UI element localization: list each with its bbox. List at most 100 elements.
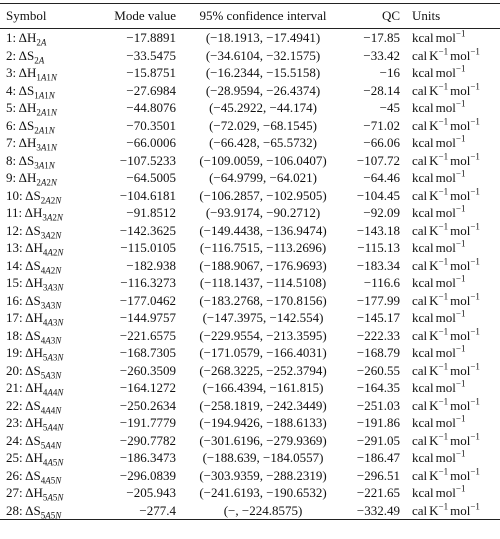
symbol: 3: ΔH bbox=[6, 65, 37, 81]
unit: mol−1 bbox=[436, 344, 466, 360]
table-row: 28: ΔS5A5N −277.4 (−, −224.8575) −332.49 cal… bbox=[0, 501, 500, 520]
unit-exponent: −1 bbox=[455, 203, 466, 214]
mode-value: −66.0006 bbox=[126, 135, 176, 151]
mode-value: −64.5005 bbox=[126, 170, 176, 186]
unit-base: K bbox=[429, 47, 439, 63]
units-cell: cal K−1 mol−1 bbox=[406, 152, 500, 170]
mode-value: −205.943 bbox=[126, 485, 176, 501]
symbol-cell: 15: ΔH3A3N bbox=[0, 274, 100, 292]
mode-value: −115.0105 bbox=[120, 240, 176, 256]
unit-base: kcal bbox=[412, 310, 434, 326]
unit-base: mol bbox=[435, 100, 456, 116]
table-row: 19: ΔH5A3N −168.7305 (−171.0579, −166.4031… bbox=[0, 344, 500, 362]
unit-base: mol bbox=[435, 240, 456, 256]
units-cell: cal K−1 mol−1 bbox=[406, 501, 500, 520]
symbol-cell: 1: ΔH2A bbox=[0, 29, 100, 47]
qc-value: −33.42 bbox=[363, 47, 400, 63]
unit-base: mol bbox=[450, 397, 471, 413]
table-row: 24: ΔS5A4N −290.7782 (−301.6196, −279.9369… bbox=[0, 432, 500, 450]
mode-value: −296.0839 bbox=[119, 467, 176, 483]
unit-exponent: −1 bbox=[438, 186, 449, 197]
unit-base: cal bbox=[412, 327, 428, 343]
unit: mol−1 bbox=[436, 274, 466, 290]
unit-exponent: −1 bbox=[438, 46, 449, 57]
unit: cal bbox=[412, 468, 427, 483]
units-cell: cal K−1 mol−1 bbox=[406, 47, 500, 65]
unit: cal bbox=[412, 503, 427, 518]
unit-base: K bbox=[429, 502, 439, 518]
table-row: 27: ΔH5A5N −205.943 (−241.6193, −190.6532)… bbox=[0, 484, 500, 502]
unit-base: mol bbox=[450, 467, 471, 483]
symbol-cell: 3: ΔH1A1N bbox=[0, 64, 100, 82]
confidence-interval: (−183.2768, −170.8156) bbox=[199, 292, 327, 308]
header-cell: Symbol bbox=[0, 3, 100, 29]
unit-base: K bbox=[429, 257, 439, 273]
qc-value: −191.86 bbox=[356, 415, 400, 431]
symbol-subscript: 3A1N bbox=[34, 160, 55, 171]
unit-exponent: −1 bbox=[470, 361, 480, 372]
unit: cal bbox=[412, 153, 427, 168]
unit-base: mol bbox=[435, 205, 456, 221]
symbol-subscript: 4A3N bbox=[42, 317, 64, 328]
unit-exponent: −1 bbox=[438, 256, 449, 267]
unit: K−1 bbox=[429, 117, 448, 133]
table-row: 21: ΔH4A4N −164.1272 (−166.4394, −161.815)… bbox=[0, 379, 500, 397]
unit-base: K bbox=[429, 467, 439, 483]
symbol: 23: ΔH bbox=[6, 415, 43, 431]
unit-base: kcal bbox=[412, 135, 434, 151]
unit-exponent: −1 bbox=[455, 448, 466, 459]
qc-value: −291.05 bbox=[356, 432, 400, 448]
unit: kcal bbox=[412, 450, 434, 465]
unit-base: cal bbox=[412, 397, 428, 413]
confidence-interval: (−303.9359, −288.2319) bbox=[199, 467, 327, 483]
qc-value: −71.02 bbox=[363, 117, 400, 133]
unit: cal bbox=[412, 328, 427, 343]
table-row: 13: ΔH4A2N −115.0105 (−116.7515, −113.2696… bbox=[0, 239, 500, 257]
qc-value: −107.72 bbox=[356, 152, 400, 168]
unit: cal bbox=[412, 293, 427, 308]
unit-base: cal bbox=[412, 362, 428, 378]
qc-value: −260.55 bbox=[356, 362, 400, 378]
unit: mol−1 bbox=[450, 187, 480, 203]
unit-base: kcal bbox=[412, 170, 434, 186]
unit-base: mol bbox=[435, 170, 456, 186]
units-cell: kcal mol−1 bbox=[406, 134, 500, 152]
qc-value: −222.33 bbox=[356, 327, 400, 343]
unit-base: kcal bbox=[412, 380, 434, 396]
mode-value: −107.5233 bbox=[119, 152, 176, 168]
units-cell: cal K−1 mol−1 bbox=[406, 82, 500, 100]
table-row: 7: ΔH3A1N −66.0006 (−66.428, −65.5732) −66.… bbox=[0, 134, 500, 152]
unit: mol−1 bbox=[436, 379, 466, 395]
qc-value: −164.35 bbox=[356, 380, 400, 396]
unit: mol−1 bbox=[450, 292, 480, 308]
mode-value: −168.7305 bbox=[119, 345, 176, 361]
symbol-cell: 9: ΔH2A2N bbox=[0, 169, 100, 187]
confidence-interval: (−194.9426, −188.6133) bbox=[199, 415, 327, 431]
symbol: 12: ΔS bbox=[6, 222, 41, 238]
symbol-cell: 5: ΔH2A1N bbox=[0, 99, 100, 117]
mode-value: −33.5475 bbox=[126, 47, 176, 63]
unit-base: kcal bbox=[412, 100, 434, 116]
qc-value: −92.09 bbox=[363, 205, 400, 221]
unit: kcal bbox=[412, 485, 434, 500]
unit-exponent: −1 bbox=[455, 238, 466, 249]
unit: kcal bbox=[412, 275, 434, 290]
symbol-cell: 17: ΔH4A3N bbox=[0, 309, 100, 327]
mode-value: −17.8891 bbox=[126, 30, 176, 46]
mode-value: −70.3501 bbox=[126, 117, 176, 133]
unit-exponent: −1 bbox=[470, 326, 480, 337]
unit: mol−1 bbox=[450, 152, 480, 168]
unit: K−1 bbox=[429, 362, 448, 378]
units-cell: kcal mol−1 bbox=[406, 344, 500, 362]
unit: mol−1 bbox=[436, 64, 466, 80]
symbol: 20: ΔS bbox=[6, 362, 41, 378]
unit-exponent: −1 bbox=[470, 256, 480, 267]
mode-value: −290.7782 bbox=[119, 432, 176, 448]
qc-value: −296.51 bbox=[356, 467, 400, 483]
unit: mol−1 bbox=[436, 448, 466, 465]
unit: K−1 bbox=[429, 152, 448, 168]
symbol-cell: 27: ΔH5A5N bbox=[0, 484, 100, 502]
symbol-cell: 14: ΔS4A2N bbox=[0, 257, 100, 275]
header-row: Symbol Mode value 95% confidence interva… bbox=[0, 3, 500, 29]
symbol-subscript: 5A3N bbox=[40, 370, 62, 381]
